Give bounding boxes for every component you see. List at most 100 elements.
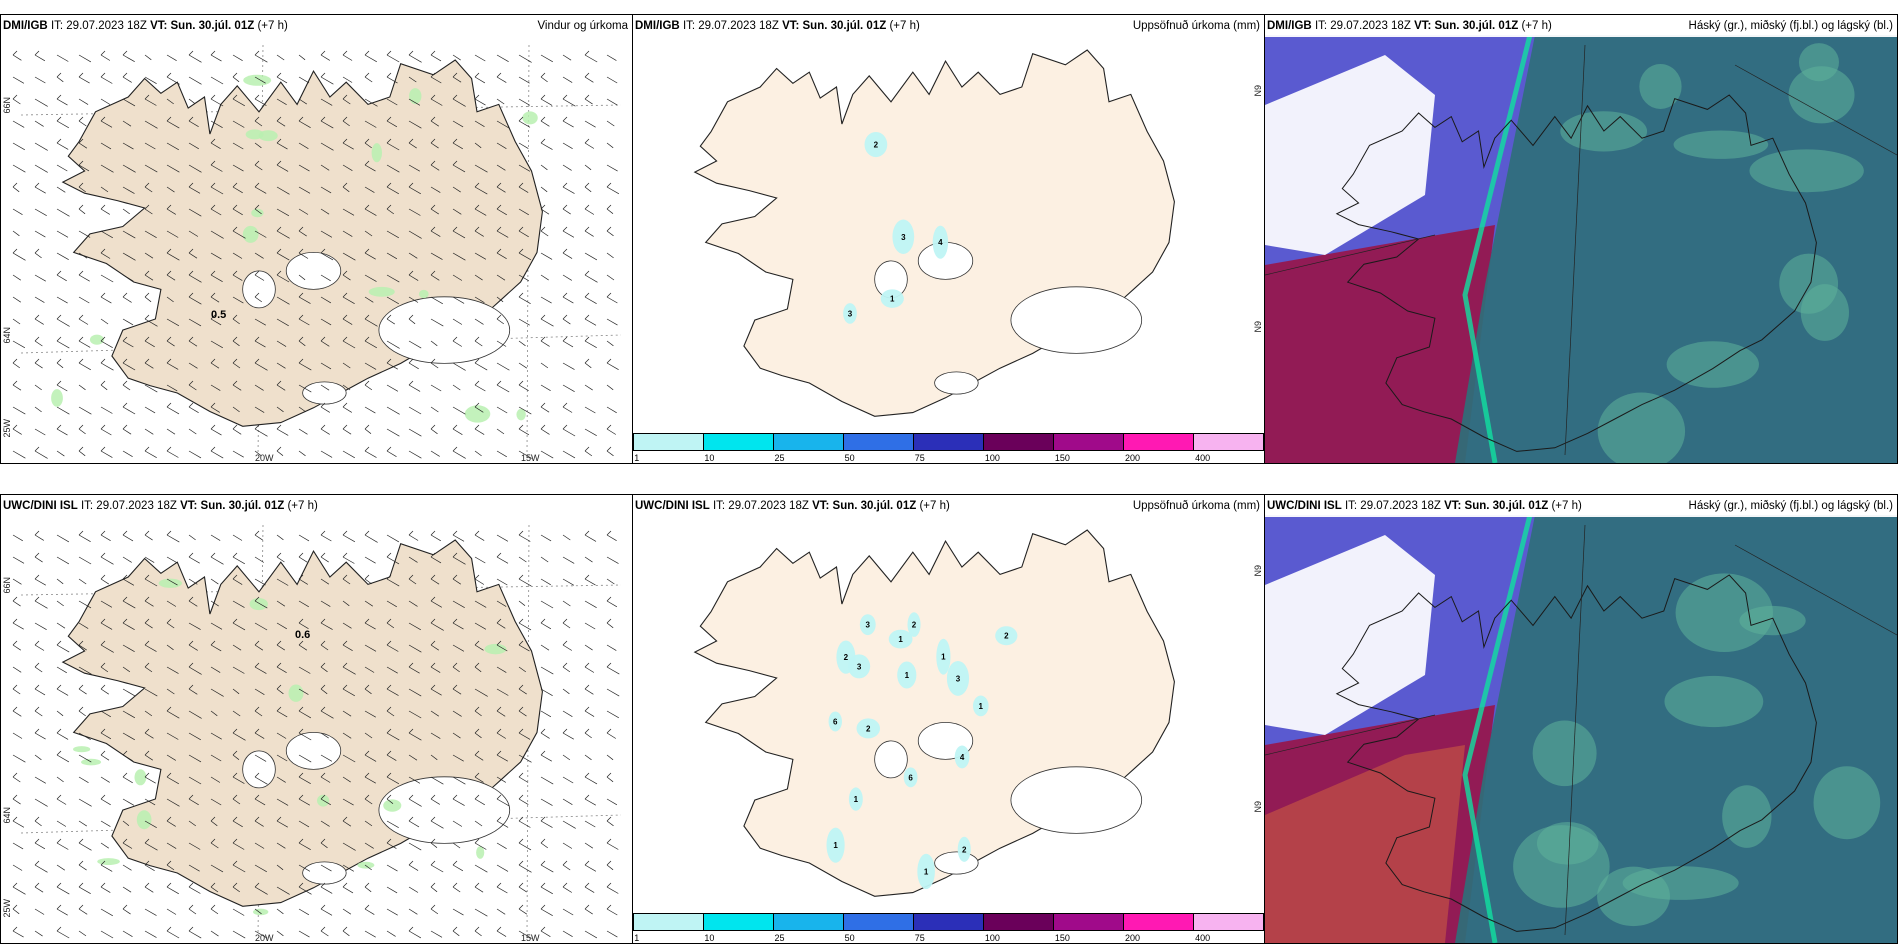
wind-barb (496, 208, 507, 216)
wind-barb (276, 230, 290, 239)
wind-barb (606, 450, 614, 457)
high-cloud-patch (1664, 675, 1764, 728)
wind-barb-flag (342, 882, 348, 888)
wind-barb (474, 230, 484, 237)
wind-barb (34, 666, 43, 673)
wind-barb (298, 186, 311, 194)
legend-swatch (774, 433, 844, 451)
wind-barb-flag (496, 816, 502, 822)
wind-barb (34, 556, 43, 563)
wind-barb (606, 340, 614, 347)
wind-barb-flag (408, 314, 414, 320)
wind-barb (210, 164, 223, 172)
wind-barb (34, 208, 47, 217)
wind-barb-flag (232, 728, 238, 734)
precip-patch (158, 578, 182, 588)
wind-barb (34, 274, 46, 282)
high-cloud-patch (1813, 766, 1881, 840)
wind-barb (562, 798, 573, 805)
wind-barb (584, 798, 596, 806)
wind-barb-flag (78, 860, 84, 866)
wind-barb (496, 98, 505, 105)
wind-barb (188, 142, 199, 150)
wind-barb (320, 252, 334, 261)
wind-barb (298, 666, 311, 674)
wind-barb-flag (540, 816, 546, 822)
wind-barb (386, 252, 398, 260)
wind-barb (342, 164, 353, 171)
wind-barb (166, 600, 177, 607)
wind-barb (584, 428, 597, 437)
wind-barb (584, 600, 597, 609)
wind-barb (78, 164, 90, 172)
wind-barb-flag (342, 552, 348, 558)
wind-barb (144, 578, 158, 587)
wind-barb-flag (166, 816, 172, 822)
wind-barb (496, 930, 507, 937)
wind-barb-flag (144, 618, 150, 624)
legend-ticks: 1 10 25 50 75 100 150 200 400 (633, 453, 1264, 463)
wind-barb (232, 622, 246, 631)
wind-barb (100, 274, 114, 283)
wind-barb-flag (232, 270, 238, 276)
wind-barb (56, 688, 69, 696)
max-precip-value: 0.5 (211, 309, 227, 321)
wind-barb (210, 252, 222, 260)
wind-barb-flag (100, 882, 106, 888)
wind-barb (386, 710, 395, 717)
wind-barb (606, 120, 615, 127)
wind-barb (364, 450, 377, 458)
wind-barb (276, 450, 284, 456)
wind-barb (606, 362, 619, 371)
wind-barb (342, 622, 352, 629)
wind-barb-flag (100, 424, 106, 430)
wind-barb (298, 406, 307, 413)
wind-barb (276, 296, 290, 305)
wind-barb (606, 776, 614, 783)
wind-barb-flag (100, 530, 106, 536)
wind-barb (122, 230, 136, 239)
wind-barb (78, 362, 91, 371)
wind-barb-flag (430, 684, 436, 690)
wind-barb (430, 534, 441, 542)
wind-barb (364, 600, 373, 607)
wind-barb (386, 142, 400, 151)
wind-barb (100, 450, 113, 458)
legend-tick-label: 10 (704, 933, 715, 943)
wind-barb-flag (232, 182, 238, 188)
wind-barb (606, 754, 614, 761)
wind-barb (496, 362, 510, 371)
wind-barb-flag (34, 838, 40, 844)
legend-tick-label: 200 (1125, 453, 1141, 463)
wind-barb-flag (518, 380, 524, 386)
wind-barb (540, 252, 553, 260)
wind-barb (254, 142, 262, 149)
wind-barb-flag (408, 816, 414, 822)
wind-barb (34, 798, 48, 807)
wind-barb (144, 76, 157, 85)
wind-barb (342, 120, 350, 127)
wind-barb-flag (474, 574, 480, 580)
wind-barb (12, 76, 25, 84)
wind-barb (540, 864, 554, 873)
precip-patch (134, 769, 147, 786)
wind-barb-flag (364, 314, 370, 320)
precip-patch (464, 405, 491, 423)
wind-barb (100, 340, 113, 349)
wind-barb (584, 450, 593, 457)
iceland-landmass (693, 529, 1175, 897)
wind-barb (584, 296, 597, 305)
wind-barb-flag (232, 358, 238, 364)
wind-barb (276, 732, 287, 739)
wind-barb (78, 908, 88, 915)
wind-barb (518, 578, 532, 587)
wind-barb (254, 252, 264, 259)
wind-barb-flag (540, 750, 546, 756)
wind-barb-flag (56, 314, 62, 320)
wind-barb (606, 820, 614, 827)
graticule-line (1564, 524, 1586, 936)
wind-barb (276, 274, 290, 283)
wind-barb (166, 688, 175, 695)
wind-barb (430, 252, 443, 260)
wind-barb-flag (606, 728, 612, 734)
